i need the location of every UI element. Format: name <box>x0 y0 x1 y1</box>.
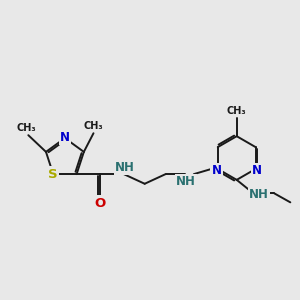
Text: N: N <box>60 131 70 144</box>
Text: N: N <box>212 164 221 177</box>
Text: O: O <box>94 196 105 209</box>
Text: CH₃: CH₃ <box>227 106 247 116</box>
Text: NH: NH <box>176 175 196 188</box>
Text: NH: NH <box>115 161 135 174</box>
Text: N: N <box>252 164 262 177</box>
Text: NH: NH <box>249 188 269 202</box>
Text: CH₃: CH₃ <box>17 123 37 133</box>
Text: CH₃: CH₃ <box>84 121 103 131</box>
Text: S: S <box>48 168 58 181</box>
